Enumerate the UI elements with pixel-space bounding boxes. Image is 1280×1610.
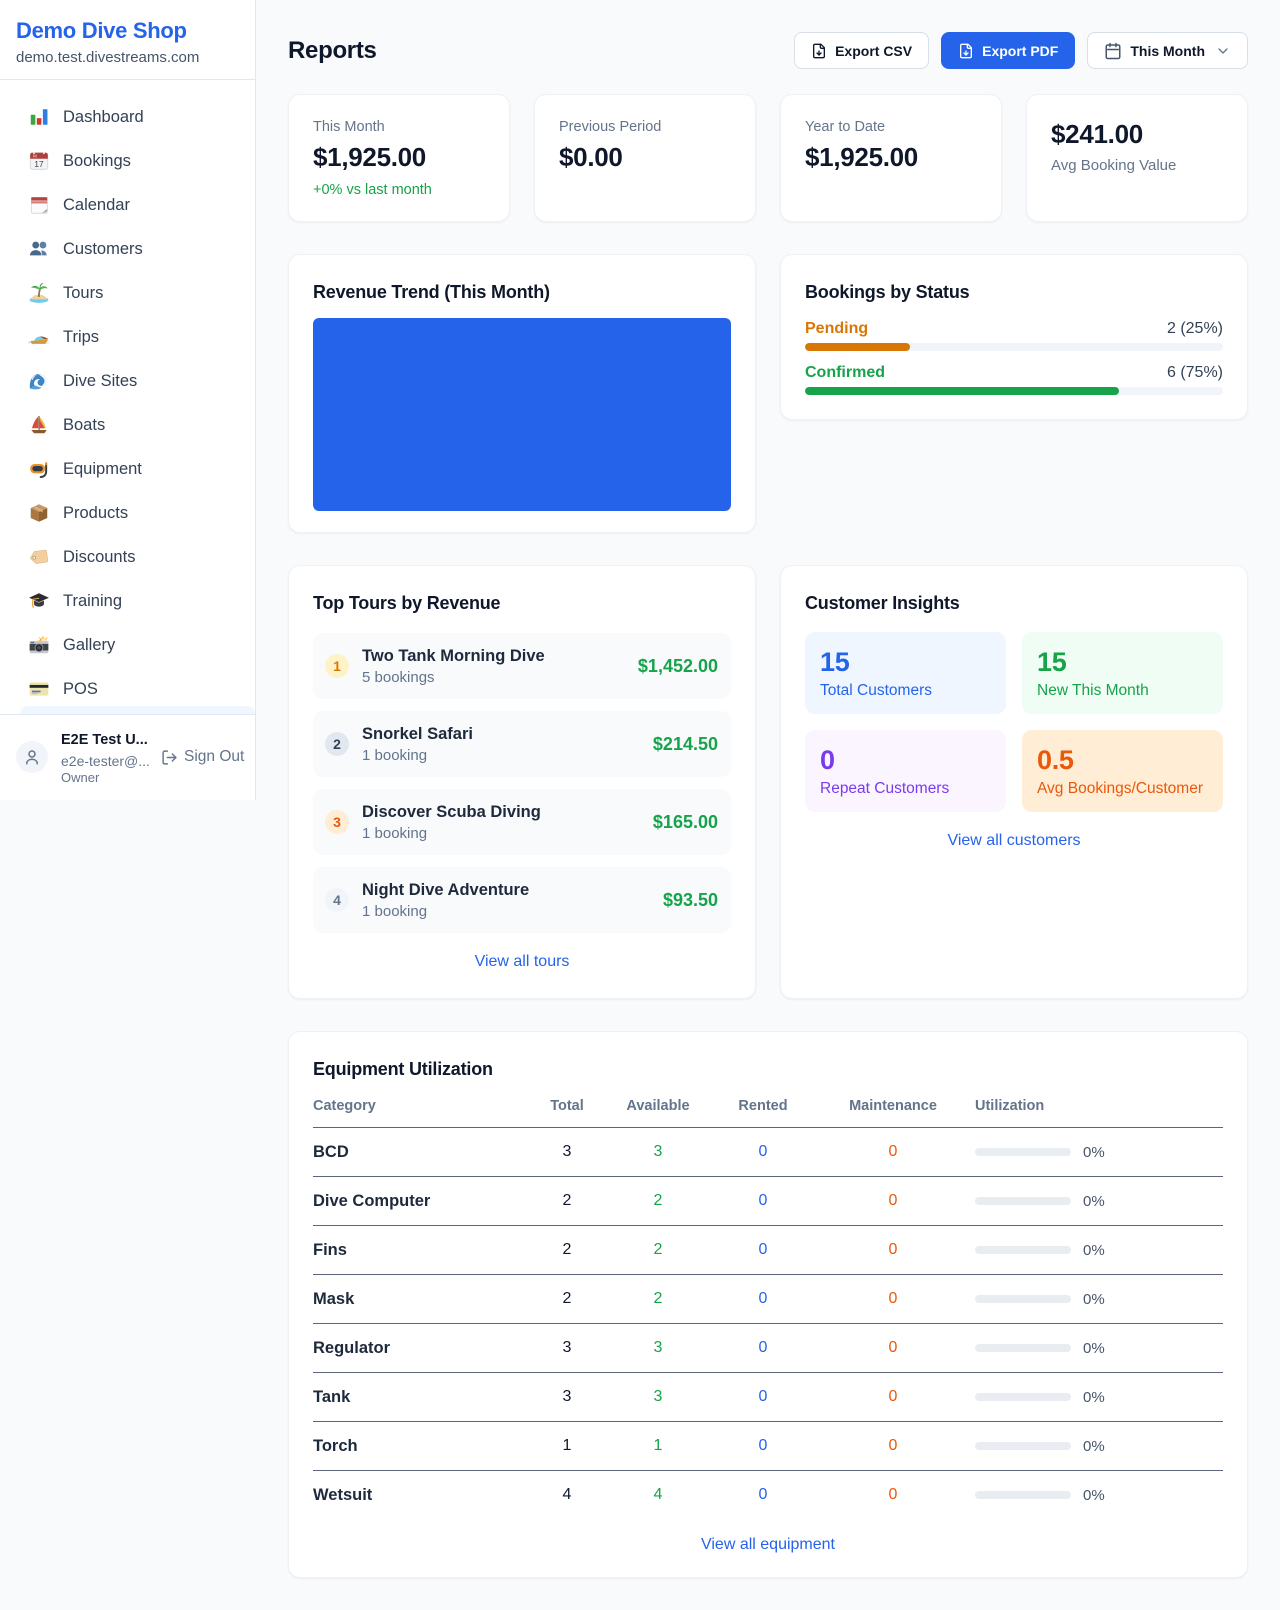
svg-text:17: 17 (34, 160, 44, 169)
svg-text:M: M (33, 153, 37, 158)
